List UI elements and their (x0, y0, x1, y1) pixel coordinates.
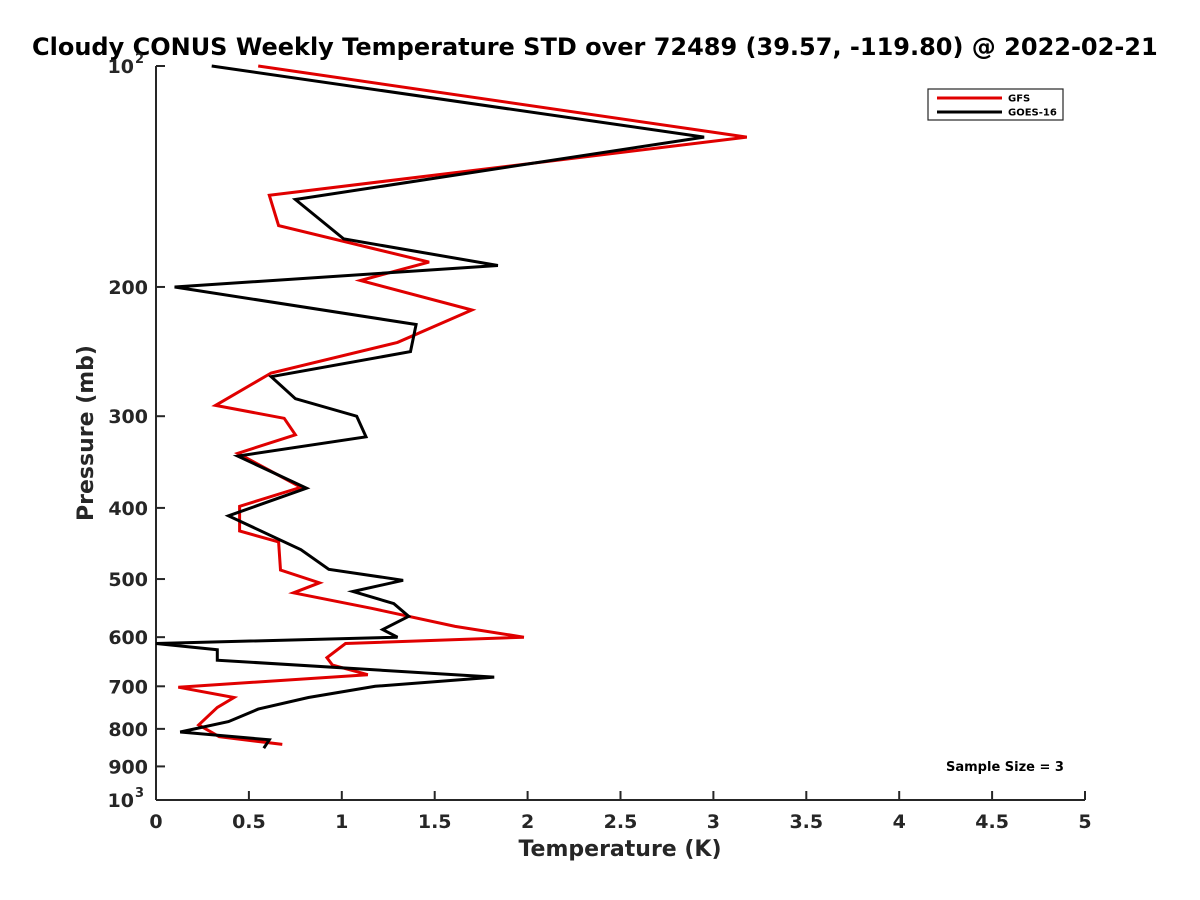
sample-size-annotation: Sample Size = 3 (946, 760, 1064, 775)
x-axis-ticks: 0 0.5 1 1.5 2 2.5 3 3.5 4 4.5 5 (149, 791, 1092, 833)
y-tick-label: 700 (108, 676, 148, 698)
plot-area (155, 64, 1085, 801)
legend-label-goes-16: GOES-16 (1008, 108, 1057, 119)
y-tick-label: 500 (108, 569, 148, 591)
legend-label-gfs: GFS (1008, 94, 1030, 105)
y-tick-label: 10 (108, 790, 134, 812)
y-tick-label: 900 (108, 756, 148, 778)
y-tick-label: 10 (108, 56, 134, 78)
x-tick-label: 5 (1078, 811, 1091, 833)
y-tick-label: 600 (108, 627, 148, 649)
y-tick-exponent: 2 (135, 52, 144, 67)
y-axis-label: Pressure (mb) (74, 345, 99, 521)
legend-box (927, 88, 1064, 121)
x-tick-label: 1 (335, 811, 348, 833)
x-tick-label: 3 (707, 811, 720, 833)
x-axis-label: Temperature (K) (518, 837, 721, 862)
x-tick-label: 1.5 (418, 811, 452, 833)
x-tick-label: 3.5 (789, 811, 823, 833)
y-tick-label: 200 (108, 277, 148, 299)
x-tick-label: 0.5 (232, 811, 266, 833)
x-tick-label: 4.5 (975, 811, 1009, 833)
x-tick-label: 2.5 (604, 811, 638, 833)
y-tick-label: 800 (108, 719, 148, 741)
x-tick-label: 4 (893, 811, 906, 833)
series-line-gfs (178, 64, 748, 746)
series-line-goes-16 (155, 64, 705, 750)
x-tick-label: 2 (521, 811, 534, 833)
y-tick-label: 400 (108, 498, 148, 520)
chart-title: Cloudy CONUS Weekly Temperature STD over… (32, 33, 1158, 61)
y-tick-exponent: 3 (135, 786, 144, 801)
legend: GFS GOES-16 (927, 88, 1064, 121)
y-tick-label: 300 (108, 406, 148, 428)
x-tick-label: 0 (149, 811, 162, 833)
